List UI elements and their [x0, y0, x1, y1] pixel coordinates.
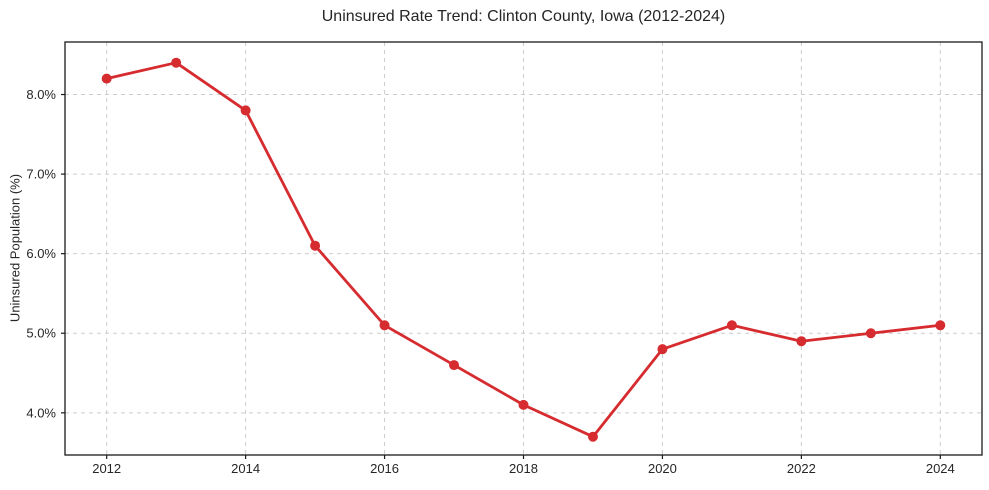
y-tick-label: 7.0%	[26, 167, 56, 182]
plot-border	[64, 41, 983, 456]
y-tick-label: 4.0%	[26, 405, 56, 420]
data-point-2017	[449, 360, 460, 371]
y-tick-label: 8.0%	[26, 87, 56, 102]
data-point-2015	[310, 240, 321, 251]
data-point-2023	[865, 328, 876, 339]
data-point-2020	[657, 344, 668, 355]
chart-title: Uninsured Rate Trend: Clinton County, Io…	[321, 8, 726, 25]
data-point-2012	[101, 73, 112, 84]
x-tick-label: 2012	[92, 461, 121, 476]
data-point-2024	[935, 320, 946, 331]
data-point-2018	[518, 399, 529, 410]
data-point-2022	[796, 336, 807, 347]
y-tick-label: 5.0%	[26, 326, 56, 341]
data-point-2013	[171, 57, 182, 68]
data-point-2016	[379, 320, 390, 331]
x-tick-label: 2014	[231, 461, 260, 476]
y-tick-label: 6.0%	[26, 246, 56, 261]
x-tick-label: 2018	[509, 461, 538, 476]
data-point-2021	[726, 320, 737, 331]
x-tick-label: 2022	[787, 461, 816, 476]
x-tick-label: 2024	[926, 461, 955, 476]
data-point-2019	[587, 431, 598, 442]
data-point-2014	[240, 105, 251, 116]
x-tick-label: 2016	[370, 461, 399, 476]
x-tick-label: 2020	[648, 461, 677, 476]
